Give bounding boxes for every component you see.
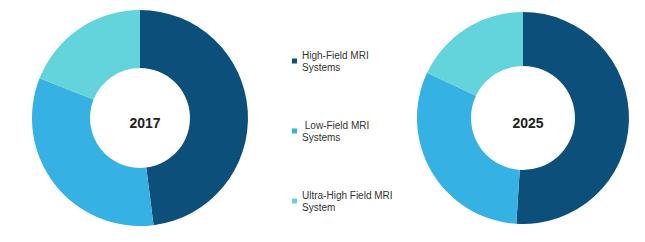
- svg-text:Systems: Systems: [302, 132, 340, 143]
- svg-text:System: System: [302, 202, 335, 213]
- svg-text:High-Field MRI: High-Field MRI: [302, 50, 371, 61]
- svg-text:2025: 2025: [512, 115, 543, 131]
- svg-text:Low-Field MRI: Low-Field MRI: [302, 120, 372, 131]
- svg-text:Ultra-High Field MRI: Ultra-High Field MRI: [302, 190, 395, 201]
- svg-text:Systems: Systems: [302, 62, 340, 73]
- svg-text:2017: 2017: [129, 115, 160, 131]
